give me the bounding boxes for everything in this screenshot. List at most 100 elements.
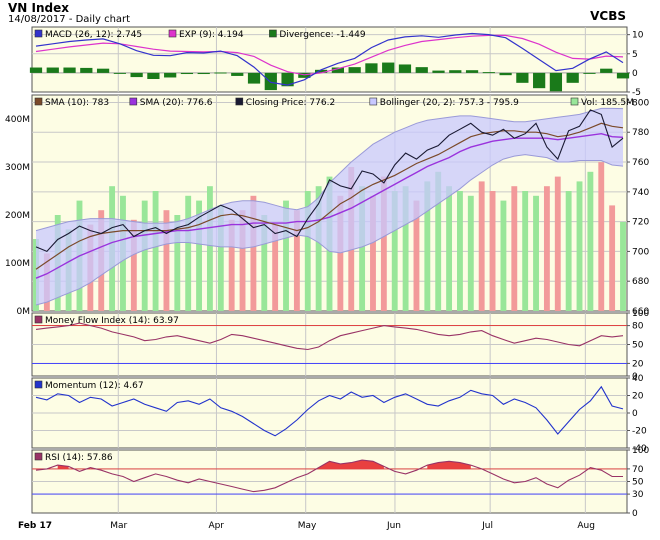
volume-bar bbox=[478, 181, 485, 311]
x-tick-label: Apr bbox=[208, 521, 224, 531]
legend-label: Momentum (12): 4.67 bbox=[45, 381, 144, 391]
macd-tick-label: 10 bbox=[632, 31, 644, 41]
bollinger-lower bbox=[35, 154, 624, 306]
divergence-bar bbox=[482, 72, 495, 74]
legend-swatch bbox=[168, 29, 177, 38]
legend-swatch bbox=[129, 97, 138, 106]
momentum-line bbox=[35, 385, 624, 437]
price-tick-label: 700 bbox=[632, 247, 649, 257]
volume-bar bbox=[565, 191, 572, 311]
volume-bar bbox=[304, 191, 311, 311]
volume-bar bbox=[206, 186, 213, 311]
volume-bar bbox=[185, 195, 192, 311]
volume-bar bbox=[467, 195, 474, 311]
momentum-tick-label: 40 bbox=[632, 374, 644, 384]
legend-label: MACD (26, 12): 2.745 bbox=[45, 30, 142, 40]
price-tick-label: 740 bbox=[632, 188, 649, 198]
volume-bar bbox=[598, 162, 605, 311]
volume-bar bbox=[576, 181, 583, 311]
divergence-bar bbox=[583, 72, 596, 74]
mfi-tick-label: 0 bbox=[632, 372, 638, 382]
volume-bar bbox=[174, 215, 181, 311]
legend-swatch bbox=[34, 380, 43, 389]
legend-label: SMA (20): 776.6 bbox=[140, 98, 213, 108]
rsi-tick-label: 70 bbox=[632, 465, 644, 475]
volume-bar bbox=[413, 200, 420, 311]
volume-bar bbox=[446, 186, 453, 311]
volume-bar bbox=[435, 171, 442, 311]
divergence-bar bbox=[348, 67, 361, 73]
divergence-bar bbox=[29, 67, 43, 73]
x-tick-label: Aug bbox=[577, 521, 595, 531]
divergence-bar bbox=[616, 72, 630, 79]
mfi-tick-label: 20 bbox=[632, 359, 644, 369]
divergence-bar bbox=[231, 72, 244, 76]
legend-swatch bbox=[34, 97, 43, 106]
legend-swatch bbox=[34, 29, 43, 38]
divergence-bar bbox=[63, 67, 76, 73]
sma10-line bbox=[35, 122, 624, 270]
bollinger-band bbox=[36, 108, 623, 306]
divergence-bar bbox=[382, 62, 395, 73]
price-tick-label: 760 bbox=[632, 158, 649, 168]
mfi-line bbox=[35, 322, 624, 351]
divergence-bar bbox=[281, 72, 294, 87]
volume-bar bbox=[554, 176, 561, 311]
volume-bar bbox=[283, 200, 289, 311]
volume-bar bbox=[543, 186, 550, 311]
divergence-bar bbox=[365, 63, 378, 73]
rsi-tick-label: 0 bbox=[632, 509, 638, 519]
macd-tick-label: 5 bbox=[632, 50, 638, 60]
legend-label: Closing Price: 776.2 bbox=[246, 98, 335, 108]
divergence-bar bbox=[96, 68, 110, 73]
price-tick-label: 780 bbox=[632, 128, 649, 138]
price-tick-label: 680 bbox=[632, 277, 649, 287]
legend-swatch bbox=[235, 97, 244, 106]
volume-tick-label: 300M bbox=[5, 163, 30, 173]
chart-title: VN Index bbox=[8, 1, 69, 15]
legend-swatch bbox=[570, 97, 579, 106]
price-tick-label: 660 bbox=[632, 307, 649, 317]
x-tick-label: May bbox=[298, 521, 317, 531]
divergence-bar bbox=[465, 70, 479, 73]
volume-bar bbox=[457, 191, 463, 311]
macd-line bbox=[35, 32, 624, 86]
rsi-overbought-area bbox=[427, 461, 471, 469]
rsi-line bbox=[35, 459, 623, 493]
rsi-tick-label: 30 bbox=[632, 490, 644, 500]
volume-bar bbox=[620, 221, 626, 311]
legend-label: RSI (14): 57.86 bbox=[45, 453, 113, 463]
divergence-bar bbox=[164, 72, 177, 78]
legend-label: Bollinger (20, 2): 757.3 - 795.9 bbox=[380, 98, 519, 108]
divergence-bar bbox=[113, 72, 126, 74]
macd-tick-label: 0 bbox=[632, 69, 638, 79]
x-tick-label: Mar bbox=[110, 521, 127, 531]
divergence-bar bbox=[449, 70, 462, 73]
volume-bar bbox=[272, 224, 279, 311]
divergence-bar bbox=[566, 72, 579, 83]
x-tick-label: Jul bbox=[481, 521, 493, 531]
volume-bar bbox=[217, 205, 224, 311]
volume-bar bbox=[511, 186, 518, 311]
divergence-bar bbox=[130, 72, 143, 78]
legend-swatch bbox=[269, 29, 277, 38]
rsi-tick-label: 50 bbox=[632, 478, 644, 488]
legend-label: SMA (10): 783 bbox=[45, 98, 109, 108]
volume-bar bbox=[315, 186, 322, 311]
divergence-bar bbox=[499, 72, 512, 76]
rsi-overbought-area bbox=[57, 465, 69, 469]
divergence-bar bbox=[600, 68, 613, 73]
momentum-tick-label: -40 bbox=[632, 444, 647, 454]
volume-bar bbox=[402, 186, 409, 311]
divergence-bar bbox=[80, 67, 93, 73]
legend-swatch bbox=[369, 97, 378, 106]
volume-bar bbox=[380, 176, 387, 311]
divergence-bar bbox=[180, 72, 194, 75]
divergence-bar bbox=[398, 64, 412, 73]
divergence-bar bbox=[247, 72, 261, 84]
divergence-bar bbox=[197, 72, 210, 75]
divergence-bar bbox=[549, 72, 563, 92]
chart-subtitle: 14/08/2017 - Daily chart bbox=[8, 14, 131, 25]
price-tick-label: 720 bbox=[632, 218, 649, 228]
